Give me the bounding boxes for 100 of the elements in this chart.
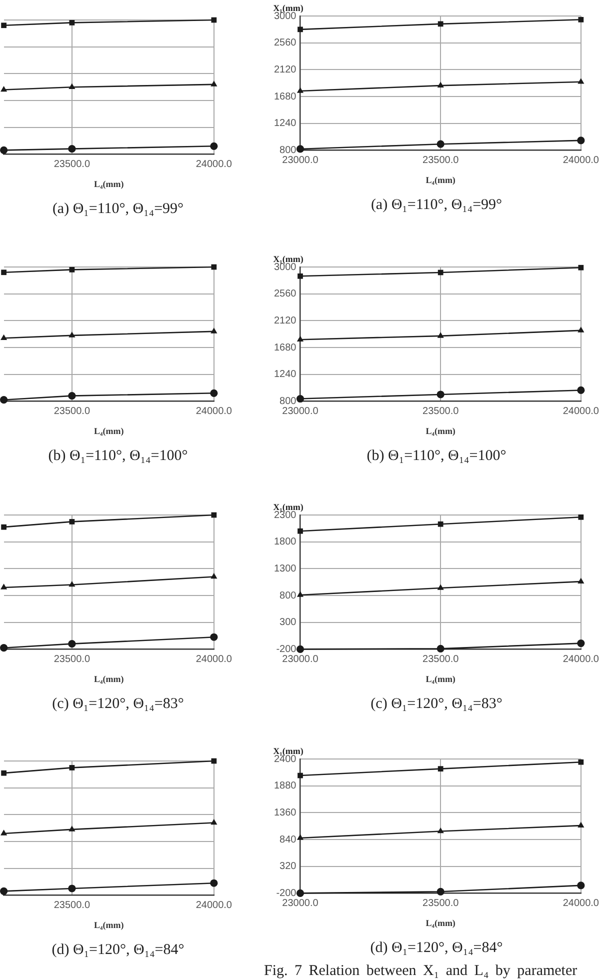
- x-tick-label: 23500.0: [422, 898, 460, 909]
- point: [68, 145, 76, 153]
- text: (c) Θ₁=120°, Θ₁₄=83°: [370, 696, 502, 712]
- y-tick-label: 2400: [274, 754, 297, 765]
- point: [211, 264, 217, 270]
- point: [296, 336, 304, 342]
- text: (a) Θ₁=110°, Θ₁₄=99°: [52, 200, 184, 217]
- y-tick-label: 1240: [274, 369, 297, 380]
- point: [296, 394, 304, 403]
- point: [0, 584, 8, 590]
- y-tick-label: 2560: [274, 38, 297, 49]
- y-tick-label: 2120: [274, 315, 297, 326]
- text: (b) Θ₁=110°, Θ₁₄=100°: [48, 448, 188, 464]
- point: [69, 765, 75, 770]
- y-tick-label: 320: [280, 861, 297, 872]
- point: [296, 645, 304, 653]
- point: [578, 822, 584, 828]
- point: [437, 827, 444, 834]
- x-tick-label: 24000.0: [196, 654, 232, 665]
- point: [437, 82, 444, 88]
- point: [210, 328, 218, 334]
- text: (b) Θ₁=110°, Θ₁₄=100°: [366, 448, 506, 464]
- x-axis-title: L₄(mm): [94, 674, 124, 684]
- point: [211, 17, 217, 23]
- point: [577, 639, 585, 648]
- point: [68, 332, 76, 338]
- y-axis-title: X₁(mm): [273, 254, 304, 264]
- y-tick-label: 300: [280, 617, 297, 628]
- point: [578, 578, 584, 584]
- x-tick-label: 23000.0: [282, 406, 319, 417]
- text: (d) Θ₁=120°, Θ₁₄=84°: [52, 942, 184, 958]
- y-axis-title: X₁(mm): [273, 2, 304, 13]
- point: [438, 270, 444, 276]
- point: [211, 758, 217, 764]
- point: [438, 21, 444, 27]
- x-tick-label: 24000.0: [196, 900, 232, 911]
- point: [210, 80, 218, 86]
- point: [578, 514, 584, 520]
- point: [1, 770, 6, 776]
- point: [298, 273, 303, 279]
- point: [296, 87, 304, 93]
- y-tick-label: -200: [276, 644, 297, 655]
- point: [0, 887, 8, 895]
- x-tick-label: 23500.0: [54, 406, 90, 417]
- point: [578, 16, 584, 22]
- y-tick-label: 3000: [274, 262, 297, 273]
- x-tick-label: 23000.0: [282, 154, 319, 166]
- point: [210, 142, 218, 150]
- point: [436, 140, 444, 148]
- y-tick-label: 1680: [274, 342, 297, 354]
- x-tick-label: 23000.0: [282, 654, 319, 665]
- y-tick-label: 2560: [274, 288, 297, 300]
- x-tick-label: 24000.0: [562, 898, 600, 909]
- point: [68, 392, 76, 400]
- point: [0, 146, 8, 154]
- point: [436, 390, 444, 398]
- point: [296, 145, 304, 153]
- point: [210, 879, 218, 887]
- x-tick-label: 23500.0: [422, 654, 460, 665]
- y-tick-label: 800: [280, 144, 297, 156]
- x-axis-title: L₄(mm): [426, 174, 456, 185]
- point: [438, 521, 444, 527]
- y-tick-label: 2120: [274, 64, 297, 76]
- text: (d) Θ₁=120°, Θ₁₄=84°: [370, 940, 503, 956]
- text: (c) Θ₁=120°, Θ₁₄=83°: [52, 696, 184, 712]
- point: [298, 772, 303, 778]
- x-tick-label: 23500.0: [422, 154, 460, 166]
- caption: Fig. 7 Relation between X₁ and L₄ by parameter: [264, 963, 578, 979]
- y-tick-label: 3000: [274, 10, 297, 22]
- point: [68, 826, 76, 832]
- y-tick-label: 840: [280, 834, 297, 846]
- x-axis-title: L₄(mm): [94, 178, 124, 189]
- y-tick-label: 800: [280, 590, 297, 602]
- x-axis-title: L₄(mm): [426, 426, 456, 436]
- point: [1, 524, 6, 530]
- point: [68, 640, 76, 648]
- point: [578, 326, 584, 332]
- point: [438, 766, 444, 772]
- point: [1, 270, 6, 276]
- y-axis-title: X₁(mm): [273, 746, 304, 756]
- text: (a) Θ₁=110°, Θ₁₄=99°: [370, 196, 502, 213]
- x-axis-title: L₄(mm): [426, 674, 456, 684]
- y-tick-label: 1880: [274, 780, 297, 792]
- x-tick-label: 23500.0: [54, 158, 90, 170]
- x-tick-label: 24000.0: [562, 154, 600, 166]
- x-tick-label: 24000.0: [196, 406, 232, 417]
- x-tick-label: 23000.0: [282, 898, 319, 909]
- point: [437, 332, 444, 338]
- point: [298, 26, 303, 32]
- point: [69, 20, 75, 26]
- point: [296, 591, 304, 597]
- y-tick-label: 2300: [274, 510, 297, 521]
- point: [298, 528, 303, 534]
- point: [436, 644, 444, 652]
- point: [1, 22, 6, 28]
- point: [437, 584, 444, 590]
- x-tick-label: 23500.0: [54, 900, 90, 911]
- y-axis-title: X₁(mm): [273, 502, 304, 512]
- point: [578, 264, 584, 270]
- point: [577, 882, 585, 890]
